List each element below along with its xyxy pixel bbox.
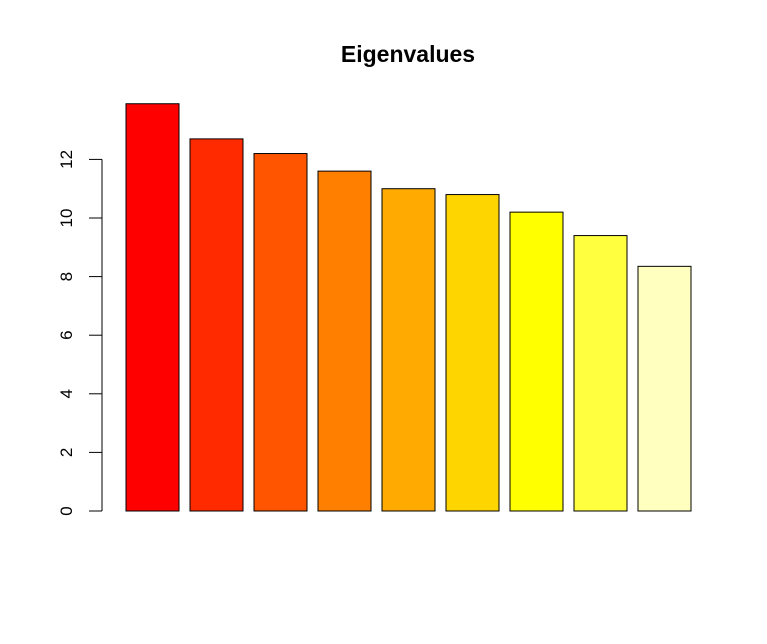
y-tick-label-8: 8 — [57, 272, 76, 281]
y-tick-label-2: 2 — [57, 448, 76, 457]
y-tick-label-10: 10 — [57, 209, 76, 228]
bar-9 — [637, 265, 692, 512]
bar-7 — [509, 211, 564, 512]
bar-1 — [125, 103, 180, 512]
bar-2 — [189, 138, 244, 512]
bar-4 — [317, 170, 372, 512]
y-tick-label-6: 6 — [57, 330, 76, 339]
bars-group — [125, 103, 692, 512]
bar-8 — [573, 235, 628, 512]
y-axis: 0 2 4 6 8 10 12 — [57, 150, 103, 516]
y-tick-label-0: 0 — [57, 506, 76, 515]
bar-6 — [445, 194, 500, 512]
bar-5 — [381, 188, 436, 512]
y-tick-label-4: 4 — [57, 389, 76, 398]
chart-title: Eigenvalues — [341, 41, 475, 67]
y-tick-label-12: 12 — [57, 150, 76, 169]
bar-3 — [253, 153, 308, 512]
